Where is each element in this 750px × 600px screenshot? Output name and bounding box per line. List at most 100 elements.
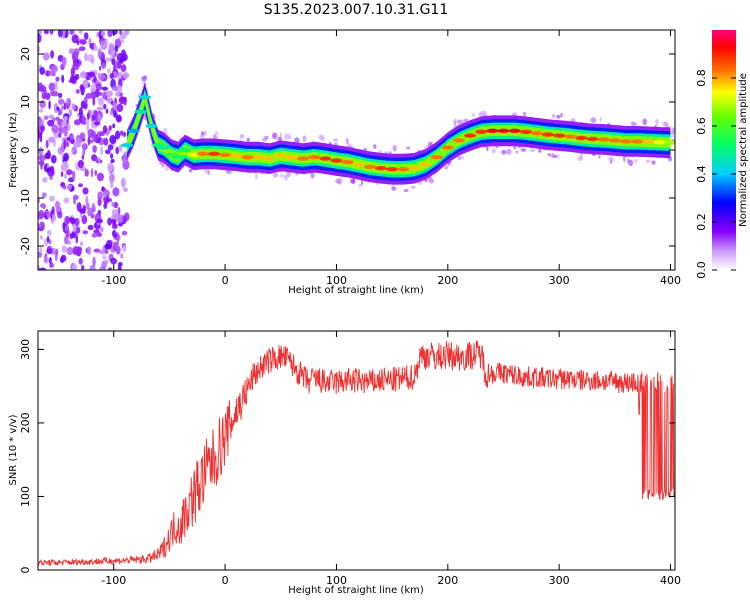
noise-blob bbox=[100, 30, 106, 37]
noise-blob bbox=[78, 30, 83, 35]
ridge-point bbox=[575, 135, 588, 141]
noise-blob bbox=[76, 40, 80, 46]
noise-blob bbox=[119, 30, 122, 36]
noise-blob bbox=[95, 83, 102, 91]
noise-blob bbox=[63, 127, 68, 137]
noise-blob bbox=[90, 168, 94, 178]
scatter-blob bbox=[263, 136, 268, 142]
ridge-point bbox=[330, 158, 343, 163]
snr-x-axis-label: Height of straight line (km) bbox=[288, 585, 424, 596]
scatter-blob bbox=[453, 120, 456, 126]
noise-blob bbox=[79, 241, 83, 247]
noise-blob bbox=[46, 236, 50, 243]
noise-blob bbox=[50, 154, 57, 164]
noise-blob bbox=[96, 106, 104, 111]
noise-blob bbox=[98, 65, 102, 71]
snr-background bbox=[38, 331, 675, 570]
colorbar-label: Normalized spectral amplitude bbox=[738, 73, 749, 227]
ridge-point bbox=[138, 95, 151, 100]
ridge-point bbox=[608, 138, 621, 143]
noise-blob bbox=[38, 108, 44, 113]
noise-blob bbox=[48, 136, 56, 143]
scatter-blob bbox=[590, 117, 597, 123]
ridge-point bbox=[341, 159, 354, 165]
scatter-blob bbox=[599, 116, 602, 123]
scatter-blob bbox=[547, 153, 552, 157]
noise-blob bbox=[105, 108, 109, 114]
scatter-blob bbox=[164, 165, 169, 172]
noise-blob bbox=[76, 202, 82, 212]
noise-blob bbox=[111, 209, 119, 215]
noise-blob bbox=[46, 210, 51, 219]
ridge-point bbox=[464, 133, 477, 138]
x-tick-label: 100 bbox=[326, 574, 347, 587]
noise-blob bbox=[61, 56, 67, 67]
noise-blob bbox=[81, 154, 85, 160]
noise-blob bbox=[93, 109, 98, 118]
noise-blob bbox=[108, 42, 115, 52]
noise-blob bbox=[72, 224, 77, 233]
x-tick-label: 0 bbox=[222, 574, 229, 587]
noise-blob bbox=[112, 123, 116, 129]
noise-blob bbox=[50, 65, 59, 73]
noise-blob bbox=[62, 185, 67, 190]
noise-blob bbox=[63, 197, 70, 203]
noise-blob bbox=[84, 81, 89, 88]
noise-blob bbox=[51, 206, 55, 215]
noise-blob bbox=[122, 72, 130, 79]
noise-blob bbox=[45, 139, 49, 149]
noise-blob bbox=[48, 70, 55, 76]
noise-blob bbox=[69, 30, 75, 35]
ridge-point bbox=[179, 147, 191, 153]
noise-blob bbox=[91, 202, 96, 211]
noise-blob bbox=[97, 48, 102, 59]
scatter-blob bbox=[410, 185, 416, 189]
noise-blob bbox=[40, 125, 45, 132]
noise-blob bbox=[120, 177, 126, 188]
ridge-point bbox=[263, 156, 276, 161]
ridge-point bbox=[553, 133, 566, 138]
noise-blob bbox=[121, 230, 128, 236]
scatter-blob bbox=[141, 76, 147, 82]
noise-blob bbox=[101, 260, 107, 270]
noise-blob bbox=[110, 158, 115, 164]
y-tick-label: -10 bbox=[19, 189, 32, 207]
noise-blob bbox=[90, 83, 97, 94]
scatter-blob bbox=[207, 169, 210, 176]
noise-blob bbox=[102, 254, 107, 260]
ridge-point bbox=[274, 153, 287, 158]
colorbar-axes: 0.0 0.2 0.4 0.6 0.8 bbox=[695, 69, 736, 279]
noise-blob bbox=[79, 132, 86, 140]
scatter-blob bbox=[283, 174, 288, 181]
noise-blob bbox=[79, 39, 87, 45]
scatter-blob bbox=[459, 155, 465, 160]
scatter-blob bbox=[556, 154, 560, 159]
noise-blob bbox=[81, 264, 85, 270]
noise-blob bbox=[43, 115, 49, 121]
noise-blob bbox=[39, 235, 43, 240]
noise-blob bbox=[107, 267, 113, 270]
noise-blob bbox=[84, 169, 89, 177]
noise-blob bbox=[48, 114, 55, 120]
ridge-point bbox=[620, 139, 632, 144]
noise-blob bbox=[96, 131, 100, 139]
noise-blob bbox=[79, 84, 85, 91]
noise-blob bbox=[96, 32, 99, 38]
noise-blob bbox=[51, 213, 57, 222]
noise-blob bbox=[46, 167, 51, 173]
noise-blob bbox=[64, 173, 67, 179]
x-tick-label: 300 bbox=[549, 274, 570, 287]
noise-blob bbox=[105, 149, 111, 155]
noise-blob bbox=[123, 187, 128, 193]
noise-blob bbox=[51, 125, 59, 134]
ridge-point bbox=[519, 129, 532, 134]
noise-blob bbox=[115, 40, 122, 46]
ridge-point bbox=[475, 129, 488, 134]
noise-blob bbox=[48, 257, 52, 264]
ridge-point bbox=[219, 152, 232, 157]
noise-blob bbox=[107, 162, 114, 172]
noise-blob bbox=[103, 103, 107, 110]
noise-blob bbox=[98, 131, 105, 137]
